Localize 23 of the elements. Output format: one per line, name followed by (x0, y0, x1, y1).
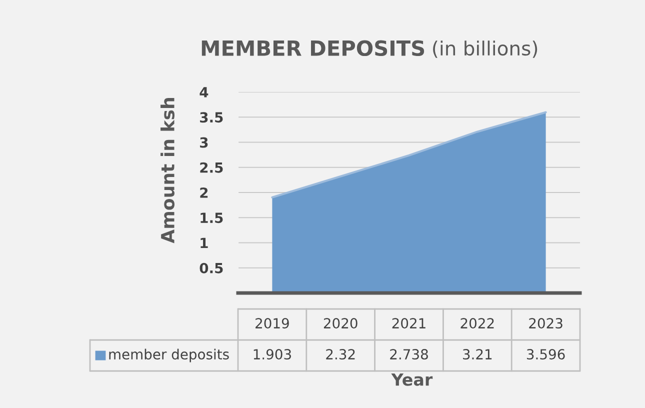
data-label: 2.738 (390, 349, 428, 360)
y-tick-label: 4 (200, 87, 208, 98)
data-label: 1.903 (254, 349, 291, 360)
y-tick-label: 3.5 (200, 112, 223, 123)
legend-label: member deposits (109, 348, 229, 362)
x-axis-title: Year (391, 373, 433, 386)
x-tick-label: 2021 (392, 318, 426, 329)
x-tick-label: 2019 (256, 318, 289, 329)
y-tick-label: 0.5 (200, 262, 223, 274)
y-tick-label: 1 (200, 238, 208, 248)
x-tick-label: 2023 (529, 318, 562, 329)
data-label: 3.596 (526, 349, 565, 360)
data-label: 3.21 (462, 349, 492, 360)
y-tick-label: 2 (200, 187, 208, 198)
y-axis-title: Amount in ksh (160, 98, 174, 244)
chart-subtitle: (in billions) (433, 40, 538, 58)
y-tick-label: 1.5 (200, 212, 223, 224)
data-label: 2.32 (326, 349, 355, 360)
y-tick-label: 2.5 (200, 162, 223, 173)
y-tick-label: 3 (200, 137, 208, 148)
x-tick-label: 2020 (324, 318, 358, 329)
chart-title: MEMBER DEPOSITS (202, 40, 424, 56)
x-tick-label: 2022 (460, 318, 494, 329)
